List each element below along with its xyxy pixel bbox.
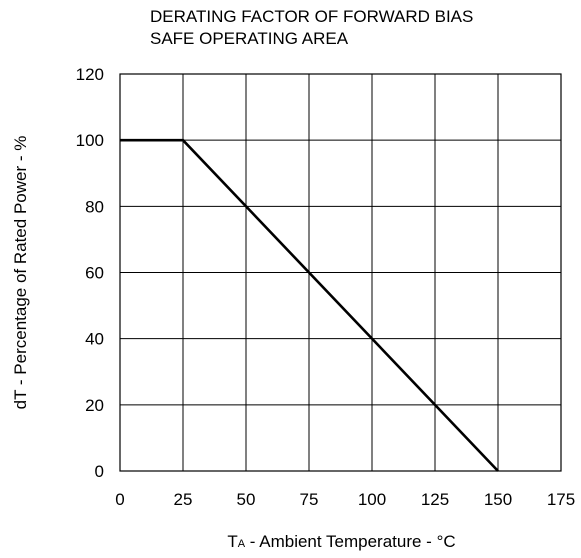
y-axis-label: dT - Percentage of Rated Power - % [11, 136, 30, 410]
x-tick-label: 25 [174, 490, 193, 509]
x-axis-label-symbol: T [227, 532, 237, 551]
x-tick-label: 75 [300, 490, 319, 509]
x-axis-label-text: - Ambient Temperature - °C [245, 532, 456, 551]
x-tick-label: 175 [547, 490, 575, 509]
x-tick-label: 100 [358, 490, 386, 509]
derating-series-line [120, 138, 499, 472]
x-tick-label: 0 [115, 490, 124, 509]
y-tick-label: 120 [76, 65, 104, 84]
chart-title-line-1: DERATING FACTOR OF FORWARD BIAS [150, 7, 473, 26]
y-tick-label: 0 [95, 462, 104, 481]
x-tick-label: 50 [237, 490, 256, 509]
y-tick-label: 20 [85, 396, 104, 415]
y-tick-label: 100 [76, 131, 104, 150]
plot-frame [119, 73, 562, 472]
y-tick-labels: 0 20 40 60 80 100 120 [76, 65, 104, 481]
x-axis-label: TA - Ambient Temperature - °C [227, 532, 455, 551]
series-group [120, 138, 499, 472]
chart-title-line-2: SAFE OPERATING AREA [150, 29, 349, 48]
y-tick-label: 80 [85, 197, 104, 216]
x-axis-label-subscript: A [238, 538, 246, 550]
y-tick-label: 60 [85, 264, 104, 283]
x-tick-label: 125 [421, 490, 449, 509]
grid-lines [119, 73, 562, 472]
y-tick-label: 40 [85, 330, 104, 349]
x-tick-label: 150 [484, 490, 512, 509]
x-tick-labels: 0 25 50 75 100 125 150 175 [115, 490, 575, 509]
